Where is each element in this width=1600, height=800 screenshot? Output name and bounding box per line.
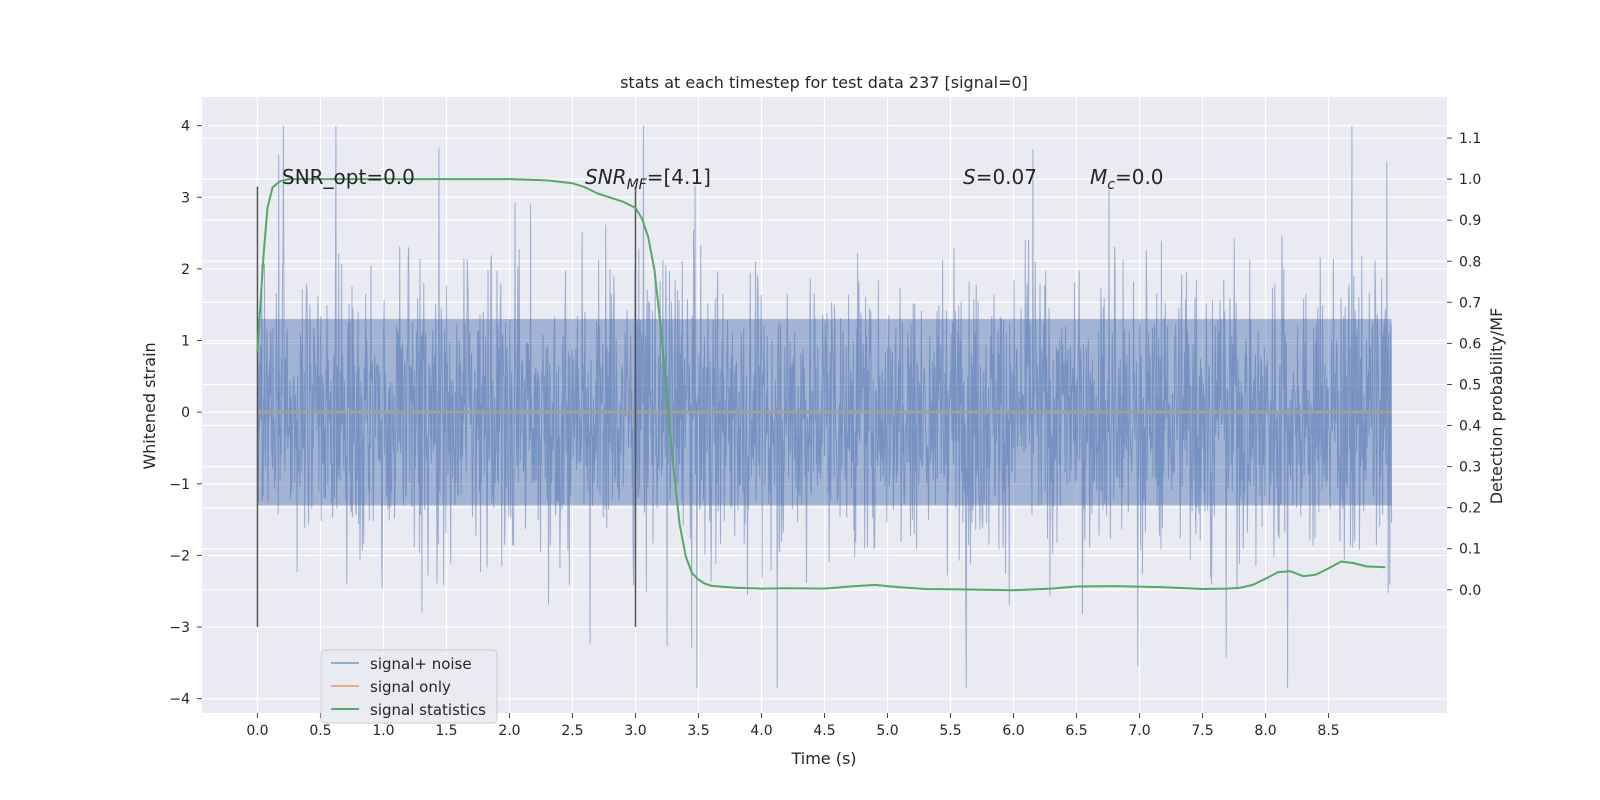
annotation-snr-mf-main: SNR [585,165,627,189]
x-tick-label: 1.5 [435,723,457,739]
annotation-mc-sub: c [1107,177,1115,193]
right-tick-label: 0.0 [1459,583,1481,599]
x-tick-label: 5.0 [876,723,898,739]
signal-plus-noise-line [256,125,1393,688]
legend: signal+ noise signal only signal statist… [320,649,498,724]
right-tick-label: 0.2 [1459,501,1481,517]
legend-box [320,649,498,724]
x-tick-label: 5.5 [939,723,961,739]
x-axis-label: Time (s) [790,749,856,768]
x-tick-label: 4.0 [750,723,772,739]
signal-statistics-series [256,178,1386,592]
annotation-snr-mf-sub: MF [627,177,648,193]
annotation-s-main: S [963,165,976,189]
annotation-mc: Mc=0.0 [1090,165,1164,193]
right-tick-label: 0.6 [1459,336,1481,352]
x-tick-label: 1.0 [372,723,394,739]
y-tick-label: −4 [169,692,190,708]
right-tick-label: 0.5 [1459,377,1481,393]
right-tick-label: 0.1 [1459,542,1481,558]
x-tick-label: 2.0 [498,723,520,739]
right-tick-label: 0.4 [1459,419,1481,435]
x-tick-label: 3.5 [687,723,709,739]
y-tick-label: −1 [169,477,190,493]
legend-label-signal-statistics: signal statistics [370,701,486,719]
x-axis-ticks: 0.0 0.5 1.0 1.5 2.0 2.5 3.0 3.5 4.0 4.5 5.0 5.5 6.0 6… [246,713,1340,739]
right-tick-label: 1.1 [1459,131,1481,147]
annotation-snr-mf: SNRMF=[4.1] [585,165,711,193]
vertical-markers [256,186,637,628]
annotation-snr-mf-rest: =[4.1] [647,165,711,189]
right-tick-label: 0.9 [1459,213,1481,229]
annotation-snr-opt: SNR_opt=0.0 [282,165,415,189]
y-tick-label: 0 [181,405,190,421]
y-tick-label: 4 [181,119,190,135]
x-tick-label: 7.0 [1128,723,1150,739]
right-tick-label: 0.8 [1459,254,1481,270]
y-tick-label: −3 [169,620,190,636]
y-axis-ticks: 4 3 2 1 0 −1 −2 −3 −4 [169,119,202,708]
y-axis-label: Whitened strain [140,342,159,469]
x-tick-label: 4.5 [813,723,835,739]
x-tick-label: 2.5 [561,723,583,739]
right-axis-ticks: 1.1 1.0 0.9 0.8 0.7 0.6 0.5 0.4 0.3 0.2 0.1 0.0 [1447,131,1481,599]
x-tick-label: 0.0 [246,723,268,739]
annotation-s-rest: =0.07 [976,165,1037,189]
chart-title: stats at each timestep for test data 237… [620,73,1028,92]
x-tick-label: 8.0 [1254,723,1276,739]
right-axis-label: Detection probability/MF [1487,308,1506,505]
legend-label-signal-plus-noise: signal+ noise [370,655,472,673]
y-tick-label: −2 [169,548,190,564]
legend-label-signal-only: signal only [370,678,451,696]
y-tick-label: 1 [181,334,190,350]
x-tick-label: 6.0 [1002,723,1024,739]
x-tick-label: 8.5 [1317,723,1339,739]
right-tick-label: 1.0 [1459,172,1481,188]
right-tick-label: 0.7 [1459,295,1481,311]
signal-statistics-line [256,178,1386,592]
annotation-mc-rest: =0.0 [1115,165,1164,189]
x-tick-label: 0.5 [309,723,331,739]
y-tick-label: 2 [181,262,190,278]
x-tick-label: 3.0 [624,723,646,739]
right-tick-label: 0.3 [1459,460,1481,476]
x-tick-label: 7.5 [1191,723,1213,739]
x-tick-label: 6.5 [1065,723,1087,739]
y-tick-label: 3 [181,190,190,206]
annotation-s: S=0.07 [963,165,1037,189]
annotation-mc-main: M [1090,165,1107,189]
